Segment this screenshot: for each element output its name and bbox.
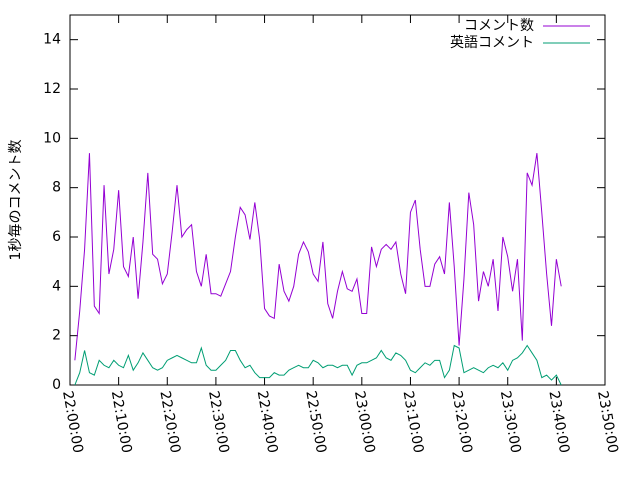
y-tick-label: 8 <box>52 180 61 196</box>
x-tick-label: 23:40:00 <box>545 390 572 455</box>
legend-label: コメント数 <box>464 18 534 34</box>
plot-frame <box>69 14 606 386</box>
y-tick-label: 10 <box>43 130 61 146</box>
y-tick-label: 2 <box>52 328 61 344</box>
x-tick-label: 23:30:00 <box>497 390 524 455</box>
x-tick-label: 23:10:00 <box>400 390 427 455</box>
x-tick-label: 23:00:00 <box>351 390 378 455</box>
x-tick-label: 22:10:00 <box>108 390 135 455</box>
series-line <box>74 344 562 386</box>
series-line <box>74 153 562 361</box>
x-tick-label: 22:50:00 <box>302 390 329 455</box>
x-tick-label: 22:00:00 <box>59 390 86 455</box>
x-tick-label: 22:40:00 <box>254 390 281 455</box>
y-tick-label: 12 <box>43 81 61 97</box>
y-tick-label: 0 <box>52 377 61 393</box>
y-tick-label: 6 <box>52 229 61 245</box>
y-axis-label: 1秒毎のコメント数 <box>8 140 24 261</box>
x-tick-label: 22:20:00 <box>156 390 183 455</box>
legend-label: 英語コメント <box>450 34 534 51</box>
y-tick-label: 4 <box>52 278 61 294</box>
x-tick-label: 23:50:00 <box>594 390 621 455</box>
x-tick-label: 22:30:00 <box>205 390 232 455</box>
y-tick-label: 14 <box>43 32 61 48</box>
x-tick-label: 23:20:00 <box>448 390 475 455</box>
